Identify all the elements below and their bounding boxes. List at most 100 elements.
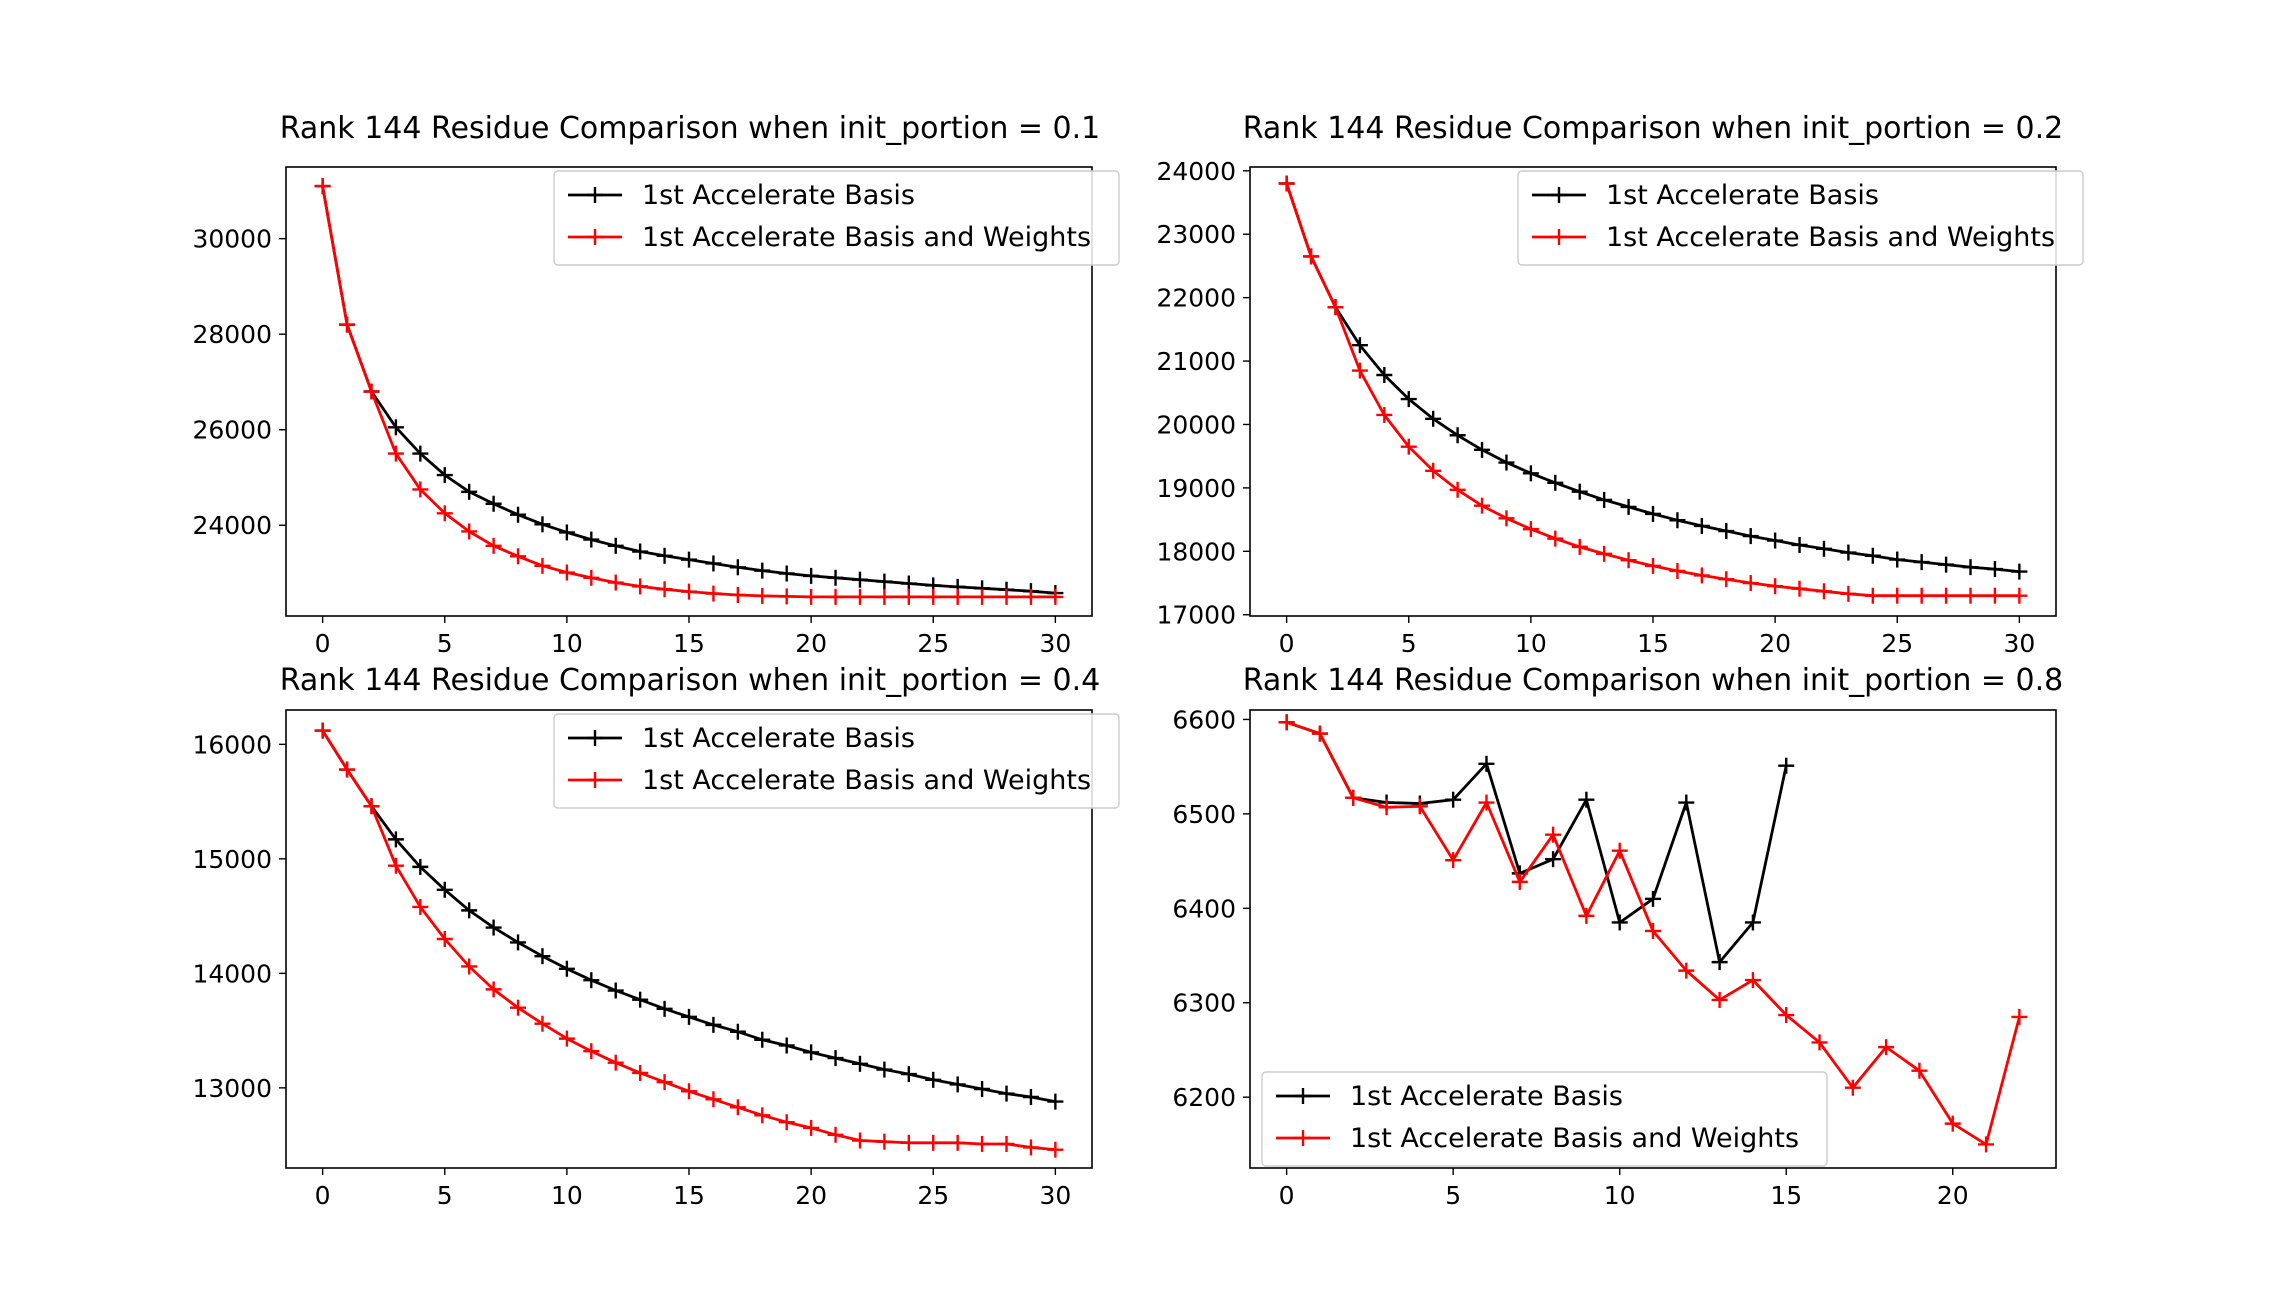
data-point: [1449, 481, 1466, 498]
y-tick-label: 16000: [192, 730, 272, 759]
data-point: [436, 467, 453, 484]
data-point: [803, 588, 820, 605]
data-point: [827, 569, 844, 586]
data-point: [1611, 842, 1628, 859]
data-point: [949, 588, 966, 605]
data-point: [1718, 523, 1735, 540]
legend-label: 1st Accelerate Basis and Weights: [642, 222, 1091, 253]
data-point: [876, 1061, 893, 1078]
data-point: [778, 1114, 795, 1131]
data-point: [1645, 505, 1661, 522]
x-tick-label: 5: [1401, 629, 1417, 658]
data-point: [461, 902, 478, 919]
y-tick-label: 17000: [1156, 601, 1236, 630]
legend-marker: [1551, 229, 1567, 245]
data-point: [803, 1044, 820, 1061]
data-point: [681, 1008, 697, 1025]
data-point: [1678, 962, 1695, 979]
data-point: [1425, 410, 1442, 427]
x-tick-label: 5: [437, 1181, 453, 1210]
subplot-title: Rank 144 Residue Comparison when init_po…: [280, 663, 1101, 698]
data-point: [1345, 789, 1362, 806]
data-point: [534, 948, 551, 965]
data-point: [1522, 521, 1539, 538]
legend-box: [1261, 1071, 1828, 1167]
data-point: [1620, 552, 1637, 569]
data-point: [803, 1119, 820, 1136]
y-tick-label: 14000: [192, 959, 272, 988]
y-tick-label: 20000: [1156, 410, 1236, 439]
legend-marker: [1551, 187, 1567, 203]
data-point: [1889, 587, 1906, 604]
series-line: [1278, 175, 2028, 604]
data-point: [681, 1083, 697, 1100]
data-point: [412, 445, 429, 462]
data-point: [876, 573, 893, 590]
data-point: [851, 1132, 868, 1149]
data-point: [1693, 517, 1710, 534]
data-point: [1478, 755, 1495, 772]
y-tick-label: 21000: [1156, 347, 1236, 376]
data-point: [754, 562, 771, 579]
data-point: [1474, 497, 1491, 514]
subplot-1: Rank 144 Residue Comparison when init_po…: [192, 111, 1120, 658]
data-point: [851, 571, 868, 588]
y-tick-label: 6600: [1172, 705, 1236, 734]
data-point: [632, 991, 649, 1008]
data-point: [339, 316, 356, 333]
x-tick-label: 20: [1759, 629, 1791, 658]
data-point: [925, 1134, 942, 1151]
x-tick-label: 20: [795, 629, 827, 658]
y-tick-label: 24000: [192, 511, 272, 540]
data-point: [1938, 556, 1955, 573]
data-point: [1645, 890, 1661, 907]
data-point: [1938, 587, 1955, 604]
legend-marker: [587, 229, 603, 245]
legend-label: 1st Accelerate Basis and Weights: [1606, 222, 2055, 253]
data-point: [1811, 1034, 1828, 1051]
data-point: [681, 583, 697, 600]
data-point: [510, 548, 527, 565]
data-point: [1778, 1007, 1795, 1024]
data-point: [1376, 367, 1393, 384]
data-point: [1878, 1039, 1895, 1056]
data-point: [558, 1030, 575, 1047]
data-point: [436, 931, 453, 947]
x-tick-label: 15: [673, 629, 705, 658]
x-tick-label: 5: [437, 629, 453, 658]
y-tick-label: 19000: [1156, 474, 1236, 503]
data-point: [1678, 794, 1695, 811]
y-tick-label: 26000: [192, 416, 272, 445]
data-point: [2011, 563, 2028, 580]
data-point: [510, 999, 527, 1016]
data-point: [656, 547, 673, 564]
data-point: [363, 798, 380, 815]
y-tick-label: 6500: [1172, 800, 1236, 829]
data-point: [656, 1074, 673, 1091]
data-point: [1986, 587, 2003, 604]
data-point: [485, 981, 502, 998]
data-point: [607, 537, 624, 554]
y-tick-label: 6300: [1172, 989, 1236, 1018]
data-point: [1047, 1141, 1064, 1158]
legend-box: [553, 713, 1120, 809]
data-point: [1478, 794, 1495, 811]
data-point: [1278, 175, 1295, 192]
x-tick-label: 25: [1881, 629, 1913, 658]
data-point: [1778, 757, 1795, 774]
data-point: [851, 588, 868, 605]
x-tick-label: 30: [1039, 1181, 1071, 1210]
x-tick-label: 30: [2003, 629, 2035, 658]
data-point: [1578, 791, 1595, 808]
data-point: [1844, 1079, 1861, 1096]
data-point: [1944, 1115, 1961, 1132]
data-point: [1744, 914, 1761, 931]
data-point: [998, 1135, 1015, 1152]
y-tick-label: 15000: [192, 845, 272, 874]
data-point: [778, 588, 795, 605]
data-point: [2011, 587, 2028, 604]
legend-entry: 1st Accelerate Basis and Weights: [568, 765, 1091, 796]
data-point: [1669, 562, 1686, 579]
data-point: [1596, 545, 1613, 562]
